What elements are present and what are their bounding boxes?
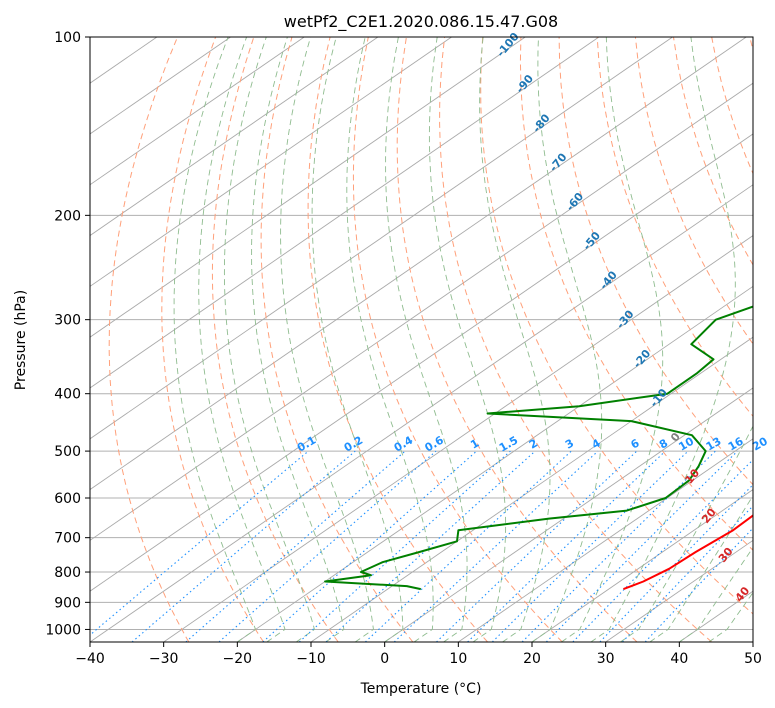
mixing-ratio-line: [467, 450, 666, 642]
mixing-ratio-line: [218, 450, 437, 642]
moist-adiabat-line: [311, 37, 404, 642]
moist-adiabat-line: [531, 37, 603, 642]
mixing-ratio-line: [436, 450, 638, 642]
x-tick-label: 20: [523, 651, 541, 667]
mixing-ratio-line: [90, 450, 309, 636]
isotherm-line: [458, 438, 753, 642]
isotherm-line: [384, 387, 753, 642]
y-tick-label: 600: [54, 491, 81, 507]
axes: −40 −30 −20 −10 0 10 20 30 40 50 100 200 300 400 500 60…: [45, 30, 762, 667]
y-tick-label: 1000: [45, 622, 81, 638]
chart-title: wetPf2_C2E1.2020.086.15.47.G08: [284, 12, 558, 32]
isotherm-line: [90, 37, 600, 389]
plot-lines: [90, 37, 753, 642]
moist-adiabat-line: [223, 37, 315, 642]
mixing-ratio-line: [393, 450, 599, 642]
y-tick-label: 300: [54, 313, 81, 329]
isotherm-line: [90, 184, 753, 642]
dry-adiabat-line: [480, 37, 753, 615]
mixing-ratio-line: [545, 450, 738, 642]
x-tick-label: 30: [597, 651, 615, 667]
x-axis-title: Temperature (°C): [360, 681, 482, 697]
isotherm-line: [531, 489, 753, 642]
x-tick-label: −20: [223, 651, 253, 667]
moist-adiabat-line: [428, 37, 507, 642]
y-tick-label: 500: [54, 444, 81, 460]
temperature-profile-line: [623, 514, 753, 591]
isotherm-line: [163, 235, 753, 642]
moist-adiabat-line: [251, 37, 345, 642]
y-tick-label: 200: [54, 208, 81, 224]
mixing-ratio-line: [364, 450, 572, 642]
dry-adiabat-line: [307, 37, 488, 642]
dry-adiabat-line: [439, 37, 713, 642]
x-tick-label: 10: [449, 651, 467, 667]
y-tick-label: 100: [54, 30, 81, 46]
isotherm-line: [90, 133, 753, 592]
moist-adiabat-line: [173, 37, 256, 642]
isotherm-line: [90, 37, 673, 440]
x-tick-label: 0: [380, 651, 389, 667]
mixing-ratio-line: [644, 527, 753, 642]
isotherm-line: [605, 539, 753, 642]
mixing-ratio-line: [621, 505, 753, 642]
isotherm-line: [90, 37, 305, 186]
y-tick-label: 700: [54, 531, 81, 547]
isotherm-line: [90, 37, 452, 287]
moist-adiabat-line: [198, 37, 286, 642]
x-tick-label: 50: [744, 651, 762, 667]
moist-adiabat-line: [385, 37, 468, 642]
y-axis-title: Pressure (hPa): [13, 290, 29, 390]
x-tick-label: 40: [670, 651, 688, 667]
x-tick-label: −40: [75, 651, 105, 667]
moist-adiabat-line: [561, 37, 664, 642]
dry-adiabat-line: [161, 37, 264, 642]
y-tick-label: 900: [54, 595, 81, 611]
mixing-ratio-line: [262, 450, 477, 642]
isotherm-line: [237, 285, 753, 642]
mixing-ratio-line: [131, 450, 356, 642]
mixing-ratio-line: [572, 459, 753, 642]
dry-adiabat-line: [108, 37, 190, 642]
moist-adiabat-line: [280, 37, 374, 642]
moist-adiabat-line: [346, 37, 434, 642]
y-tick-label: 400: [54, 387, 81, 403]
isotherm-line: [90, 82, 753, 541]
dry-adiabat-line: [519, 37, 753, 551]
dry-adiabat-line: [260, 37, 414, 642]
dewpoint-profile-line: [324, 305, 753, 591]
isotherm-line: [90, 37, 526, 338]
x-tick-label: −10: [296, 651, 326, 667]
y-tick-label: 800: [54, 565, 81, 581]
isotherm-line: [90, 37, 747, 491]
dry-adiabat-line: [634, 37, 753, 345]
dry-adiabat-line: [211, 37, 339, 642]
plot-frame: [89, 36, 754, 643]
x-tick-label: −30: [149, 651, 179, 667]
moist-adiabat-line: [479, 37, 551, 642]
isotherm-line: [90, 37, 379, 237]
